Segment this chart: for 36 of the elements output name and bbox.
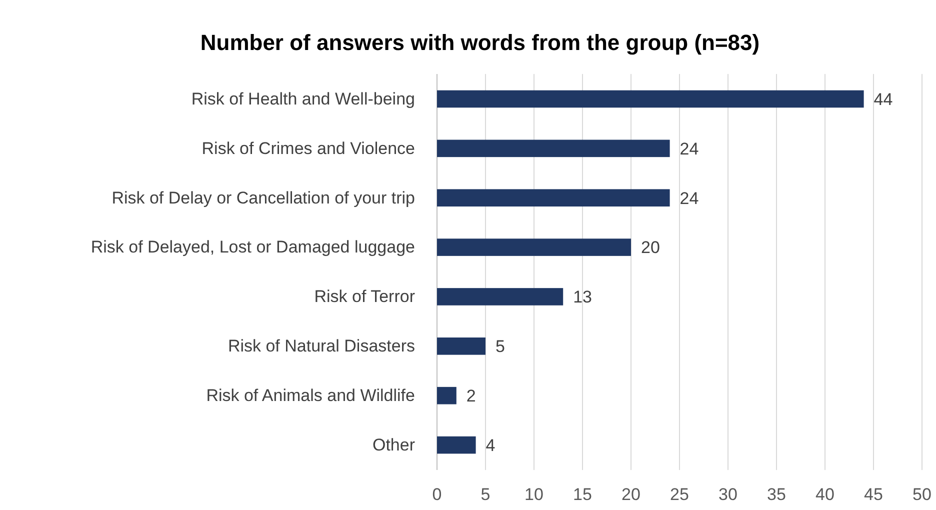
x-tick-label: 40 — [816, 485, 834, 504]
bar — [437, 90, 864, 108]
data-label: 20 — [641, 238, 660, 258]
data-label: 4 — [486, 436, 496, 455]
x-tick-label: 25 — [670, 485, 689, 504]
x-tick-label: 5 — [480, 485, 490, 504]
y-tick-label: Risk of Health and Well-being — [191, 89, 415, 108]
data-label: 5 — [496, 337, 505, 356]
x-tick-label: 35 — [767, 485, 786, 504]
y-tick-label: Risk of Delayed, Lost or Damaged luggage — [90, 238, 415, 257]
x-tick-label: 45 — [864, 485, 883, 504]
bar — [437, 189, 670, 206]
x-tick-label: 10 — [524, 485, 544, 504]
bar — [437, 436, 476, 454]
y-tick-label: Risk of Animals and Wildlife — [206, 386, 415, 406]
y-tick-label: Risk of Terror — [314, 287, 416, 306]
bar — [437, 288, 564, 306]
y-tick-label: Risk of Crimes and Violence — [202, 138, 415, 158]
y-tick-label: Other — [372, 435, 416, 454]
data-label: 24 — [680, 139, 699, 158]
x-tick-label: 0 — [432, 485, 442, 504]
x-tick-label: 15 — [573, 485, 592, 504]
bar — [437, 338, 486, 355]
bar — [437, 238, 631, 256]
bar — [437, 140, 670, 158]
x-tick-label: 30 — [718, 485, 738, 504]
chart-title: Number of answers with words from the group (n=83) — [200, 30, 760, 55]
bar — [437, 386, 456, 404]
y-tick-label: Risk of Delay or Cancellation of your trip — [112, 188, 415, 208]
x-tick-label: 50 — [912, 485, 932, 504]
data-label: 2 — [466, 386, 476, 406]
data-label: 13 — [573, 288, 592, 307]
x-tick-label: 20 — [622, 485, 640, 504]
data-label: 44 — [874, 90, 893, 109]
y-tick-label: Risk of Natural Disasters — [228, 336, 415, 356]
data-label: 24 — [680, 188, 699, 208]
